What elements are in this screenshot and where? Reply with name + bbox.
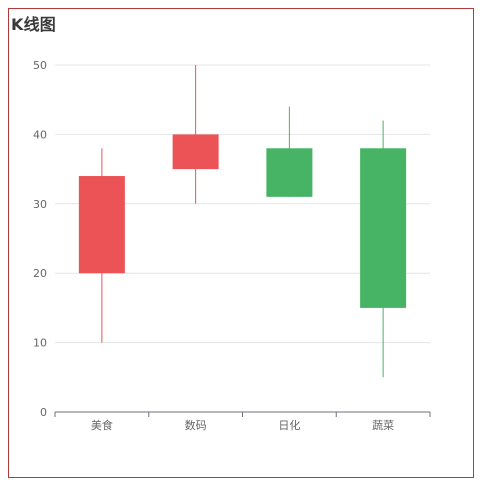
x-tick-label: 日化 bbox=[278, 418, 300, 432]
x-tick-label: 美食 bbox=[91, 418, 113, 432]
y-tick-label: 0 bbox=[40, 406, 47, 419]
y-axis: 0 10 20 30 40 50 bbox=[33, 59, 47, 419]
candles bbox=[78, 65, 407, 378]
candle-body[interactable] bbox=[78, 176, 125, 274]
chart-title: K线图 bbox=[11, 15, 56, 34]
x-axis: 美食 数码 日化 蔬菜 bbox=[54, 411, 431, 432]
x-tick-label: 数码 bbox=[185, 419, 207, 432]
candle-body[interactable] bbox=[172, 134, 219, 170]
y-tick-label: 10 bbox=[33, 337, 47, 350]
y-tick-label: 30 bbox=[33, 198, 47, 211]
y-tick-label: 50 bbox=[33, 59, 47, 72]
candle-body[interactable] bbox=[266, 148, 313, 197]
y-tick-label: 20 bbox=[33, 267, 47, 280]
y-tick-label: 40 bbox=[33, 128, 47, 141]
x-tick-label: 蔬菜 bbox=[372, 419, 394, 432]
candle-body[interactable] bbox=[360, 148, 407, 308]
